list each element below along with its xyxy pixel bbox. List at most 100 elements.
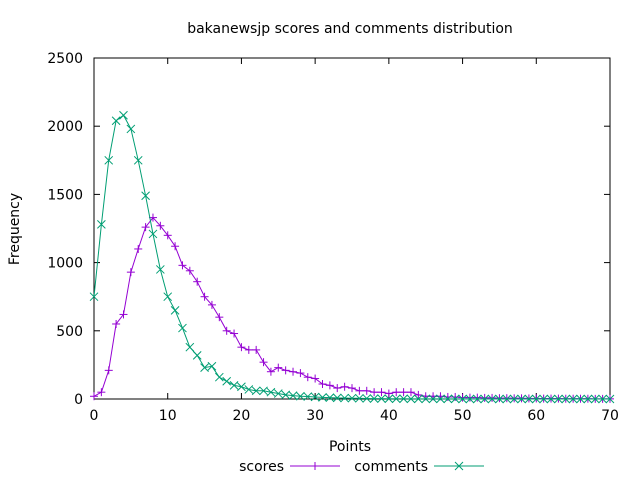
data-point-scores [97, 388, 106, 397]
legend-marker [311, 462, 319, 470]
chart-title: bakanewsjp scores and comments distribut… [187, 21, 513, 37]
data-point-scores [178, 261, 187, 270]
plot-frame [93, 57, 611, 400]
data-point-comments [605, 394, 615, 404]
data-point-scores [90, 392, 98, 401]
data-point-comments [413, 394, 423, 404]
data-point-comments [126, 124, 136, 134]
data-point-comments [214, 372, 224, 382]
data-point-comments [472, 394, 482, 404]
data-point-scores [156, 221, 165, 230]
data-point-comments [369, 394, 379, 403]
legend-sample-comments [434, 461, 484, 471]
data-point-comments [170, 305, 180, 315]
data-point-comments [133, 155, 143, 165]
data-point-comments [296, 391, 305, 401]
data-point-comments [480, 394, 490, 404]
data-point-scores [259, 358, 268, 367]
data-point-scores [311, 374, 320, 383]
data-point-comments [273, 389, 283, 398]
x-tick-label: 0 [90, 408, 99, 424]
legend-marker [454, 461, 464, 471]
data-point-comments [192, 350, 202, 360]
axis-ticks: 0 10 20 30 40 50 60 70 0 500 1000 1500 2000 2500 [47, 51, 619, 424]
data-point-comments [310, 392, 320, 402]
y-tick-label: 1000 [47, 256, 83, 272]
legend-label-comments: comments [354, 459, 428, 475]
data-point-scores [222, 326, 231, 335]
data-point-comments [568, 394, 578, 404]
data-point-comments [487, 394, 497, 404]
data-point-scores [377, 388, 386, 397]
data-point-scores [252, 345, 261, 354]
data-point-comments [141, 191, 150, 201]
data-point-comments [362, 394, 372, 403]
series-scores [90, 213, 614, 403]
data-point-scores [289, 367, 298, 376]
data-point-scores [215, 313, 224, 322]
data-point-comments [222, 376, 232, 386]
data-point-scores [244, 345, 253, 354]
data-point-comments [148, 229, 158, 239]
y-tick-label: 500 [56, 324, 83, 340]
x-tick-label: 40 [380, 408, 398, 424]
series-line-comments [93, 114, 610, 400]
legend-sample-scores [290, 462, 340, 470]
x-tick-label: 50 [454, 408, 472, 424]
data-point-comments [111, 116, 121, 126]
data-point-comments [421, 394, 431, 404]
data-point-comments [598, 394, 607, 404]
data-point-scores [303, 373, 312, 382]
data-point-scores [237, 343, 246, 352]
data-point-scores [488, 393, 497, 402]
data-point-scores [451, 392, 460, 401]
data-point-comments [89, 292, 99, 302]
y-tick-label: 2500 [47, 51, 83, 67]
y-tick-label: 2000 [47, 119, 83, 135]
data-point-scores [348, 384, 356, 393]
data-point-comments [502, 394, 512, 404]
data-point-comments [200, 363, 209, 372]
data-point-comments [436, 394, 445, 404]
data-point-scores [200, 292, 209, 301]
data-point-comments [340, 393, 349, 403]
data-point-comments [229, 381, 239, 390]
data-point-comments [583, 394, 593, 404]
data-point-scores [134, 244, 143, 253]
x-tick-label: 20 [233, 408, 251, 424]
data-point-comments [443, 394, 453, 404]
data-point-comments [119, 110, 128, 120]
data-point-scores [480, 393, 489, 402]
data-point-comments [517, 394, 526, 404]
data-point-comments [347, 393, 357, 403]
data-point-scores [458, 393, 467, 402]
data-point-comments [259, 386, 268, 396]
data-point-scores [370, 388, 379, 397]
data-point-comments [318, 393, 327, 402]
x-axis-label: Points [329, 439, 371, 455]
data-point-scores [399, 388, 408, 397]
data-point-comments [576, 394, 585, 404]
data-point-comments [406, 394, 416, 404]
data-point-scores [281, 366, 290, 375]
data-point-comments [495, 394, 504, 404]
data-point-comments [288, 391, 298, 400]
data-point-scores [473, 393, 482, 402]
x-tick-label: 30 [306, 408, 324, 424]
data-point-comments [384, 394, 394, 404]
data-point-scores [266, 367, 275, 376]
data-point-comments [531, 394, 541, 404]
data-point-scores [333, 384, 342, 393]
data-point-comments [554, 394, 563, 404]
data-point-comments [524, 394, 534, 404]
data-point-comments [355, 393, 364, 403]
y-tick-label: 1500 [47, 187, 83, 203]
legend: scores comments [239, 459, 484, 475]
data-point-comments [237, 382, 246, 392]
data-point-comments [590, 394, 600, 404]
data-point-scores [230, 329, 239, 338]
data-point-scores [362, 386, 371, 395]
data-point-comments [104, 155, 114, 165]
data-point-scores [185, 266, 194, 275]
x-tick-label: 70 [601, 408, 619, 424]
